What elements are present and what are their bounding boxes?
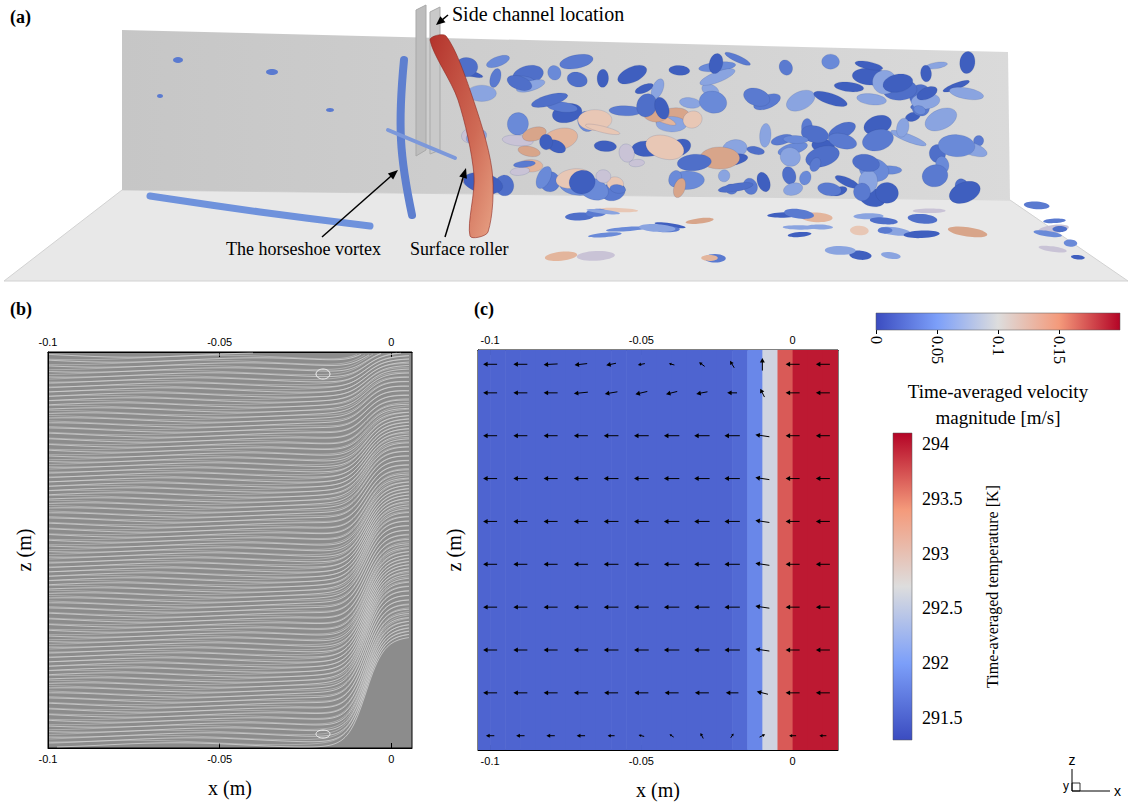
svg-text:0: 0 [790, 755, 796, 767]
svg-text:-0.1: -0.1 [481, 755, 500, 767]
svg-text:0.05: 0.05 [929, 336, 946, 364]
svg-text:(b): (b) [10, 299, 32, 320]
svg-text:Time-averaged velocity: Time-averaged velocity [908, 381, 1089, 402]
svg-text:0.1: 0.1 [990, 336, 1007, 356]
svg-text:magnitude [m/s]: magnitude [m/s] [935, 407, 1060, 428]
svg-text:x (m): x (m) [636, 779, 680, 802]
svg-text:z: z [1069, 752, 1076, 768]
svg-text:0.15: 0.15 [1051, 336, 1068, 364]
svg-text:-0.1: -0.1 [39, 336, 58, 348]
svg-text:Surface roller: Surface roller [410, 239, 508, 259]
svg-text:0: 0 [388, 336, 394, 348]
svg-text:y: y [1063, 779, 1069, 793]
svg-text:x: x [1114, 783, 1121, 799]
svg-text:Side channel location: Side channel location [452, 3, 624, 25]
svg-text:0: 0 [790, 334, 796, 346]
svg-text:293: 293 [922, 544, 949, 564]
svg-text:292: 292 [922, 653, 949, 673]
svg-text:x (m): x (m) [208, 777, 252, 800]
svg-text:-0.05: -0.05 [629, 755, 654, 767]
svg-text:0: 0 [388, 753, 394, 765]
svg-text:(a): (a) [10, 7, 31, 28]
svg-text:(c): (c) [474, 299, 494, 320]
svg-text:293.5: 293.5 [922, 489, 963, 509]
svg-text:-0.05: -0.05 [629, 334, 654, 346]
svg-text:-0.05: -0.05 [207, 753, 232, 765]
svg-text:292.5: 292.5 [922, 598, 963, 618]
svg-text:0: 0 [868, 336, 885, 344]
svg-text:Time-averaged temperature [K]: Time-averaged temperature [K] [984, 485, 1002, 688]
svg-text:-0.1: -0.1 [481, 334, 500, 346]
svg-text:291.5: 291.5 [922, 708, 963, 728]
svg-text:-0.1: -0.1 [39, 753, 58, 765]
svg-text:z (m): z (m) [443, 529, 466, 572]
svg-text:z (m): z (m) [13, 529, 36, 572]
svg-text:294: 294 [922, 434, 949, 454]
svg-text:-0.05: -0.05 [207, 336, 232, 348]
svg-text:The horseshoe vortex: The horseshoe vortex [226, 239, 381, 259]
